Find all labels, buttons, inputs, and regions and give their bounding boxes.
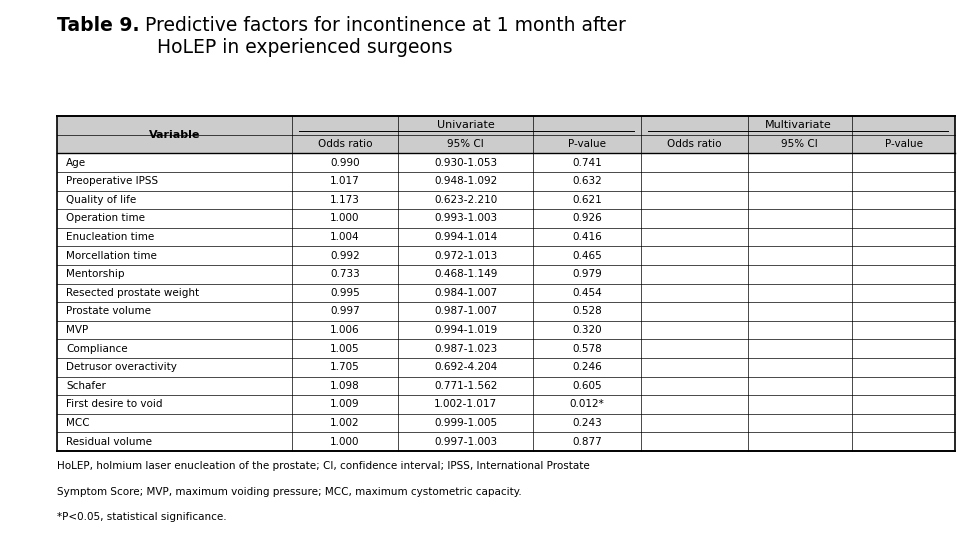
Text: 0.987-1.007: 0.987-1.007 [434, 306, 497, 316]
Text: Preoperative IPSS: Preoperative IPSS [66, 176, 158, 186]
Text: 0.243: 0.243 [572, 418, 602, 428]
Text: International Neurourology Journal 2016;20:59-68: International Neurourology Journal 2016;… [18, 152, 28, 388]
Text: 1.000: 1.000 [330, 437, 360, 447]
Text: 1.004: 1.004 [330, 232, 360, 242]
Text: Quality of life: Quality of life [66, 195, 136, 205]
Text: Univariate: Univariate [438, 120, 495, 130]
Text: First desire to void: First desire to void [66, 400, 162, 409]
Text: 0.623-2.210: 0.623-2.210 [434, 195, 497, 205]
Text: 0.771-1.562: 0.771-1.562 [434, 381, 497, 391]
Text: 0.992: 0.992 [330, 251, 360, 261]
Text: Detrusor overactivity: Detrusor overactivity [66, 362, 177, 372]
Text: Prostate volume: Prostate volume [66, 306, 151, 316]
Text: 0.930-1.053: 0.930-1.053 [434, 158, 497, 167]
Text: Resected prostate weight: Resected prostate weight [66, 288, 200, 298]
Text: 0.997-1.003: 0.997-1.003 [434, 437, 497, 447]
Bar [57, 134, 955, 153]
Text: MCC: MCC [66, 418, 90, 428]
Text: 0.468-1.149: 0.468-1.149 [434, 269, 497, 279]
Text: 0.877: 0.877 [572, 437, 602, 447]
Text: 1.173: 1.173 [330, 195, 360, 205]
Text: Age: Age [66, 158, 86, 167]
Text: 0.741: 0.741 [572, 158, 602, 167]
Text: 0.990: 0.990 [330, 158, 360, 167]
Text: Multivariate: Multivariate [765, 120, 831, 130]
Text: 1.009: 1.009 [330, 400, 360, 409]
Text: 0.578: 0.578 [572, 343, 602, 354]
Text: 0.733: 0.733 [330, 269, 360, 279]
Text: 0.692-4.204: 0.692-4.204 [434, 362, 497, 372]
Text: 1.006: 1.006 [330, 325, 360, 335]
Text: P-value: P-value [884, 139, 923, 149]
Text: 1.098: 1.098 [330, 381, 360, 391]
Text: 0.926: 0.926 [572, 213, 602, 224]
Text: Table 9.: Table 9. [57, 16, 139, 35]
Text: 0.993-1.003: 0.993-1.003 [434, 213, 497, 224]
Text: HoLEP, holmium laser enucleation of the prostate; CI, confidence interval; IPSS,: HoLEP, holmium laser enucleation of the … [57, 461, 589, 471]
Text: 0.632: 0.632 [572, 176, 602, 186]
Text: Schafer: Schafer [66, 381, 106, 391]
Text: 1.017: 1.017 [330, 176, 360, 186]
Text: 0.994-1.019: 0.994-1.019 [434, 325, 497, 335]
Text: 0.994-1.014: 0.994-1.014 [434, 232, 497, 242]
Text: 0.012*: 0.012* [569, 400, 605, 409]
Text: Odds ratio: Odds ratio [318, 139, 372, 149]
Text: 0.454: 0.454 [572, 288, 602, 298]
Text: *P<0.05, statistical significance.: *P<0.05, statistical significance. [57, 512, 227, 523]
Text: 0.999-1.005: 0.999-1.005 [434, 418, 497, 428]
Text: Residual volume: Residual volume [66, 437, 153, 447]
Text: 1.005: 1.005 [330, 343, 360, 354]
Bar [57, 116, 955, 134]
Text: 0.948-1.092: 0.948-1.092 [434, 176, 497, 186]
Text: MVP: MVP [66, 325, 88, 335]
Text: 95% CI: 95% CI [781, 139, 818, 149]
Text: Enucleation time: Enucleation time [66, 232, 155, 242]
Text: 0.246: 0.246 [572, 362, 602, 372]
Text: 0.997: 0.997 [330, 306, 360, 316]
Text: Mentorship: Mentorship [66, 269, 125, 279]
Text: 95% CI: 95% CI [447, 139, 484, 149]
Text: 0.995: 0.995 [330, 288, 360, 298]
Text: Predictive factors for incontinence at 1 month after
    HoLEP in experienced su: Predictive factors for incontinence at 1… [132, 16, 626, 57]
Text: Compliance: Compliance [66, 343, 128, 354]
Text: 0.416: 0.416 [572, 232, 602, 242]
Text: 1.002-1.017: 1.002-1.017 [434, 400, 497, 409]
Text: 1.705: 1.705 [330, 362, 360, 372]
Text: 0.984-1.007: 0.984-1.007 [434, 288, 497, 298]
Text: P-value: P-value [568, 139, 606, 149]
Text: 1.000: 1.000 [330, 213, 360, 224]
Text: 0.320: 0.320 [572, 325, 602, 335]
Text: 0.987-1.023: 0.987-1.023 [434, 343, 497, 354]
Text: Symptom Score; MVP, maximum voiding pressure; MCC, maximum cystometric capacity.: Symptom Score; MVP, maximum voiding pres… [57, 487, 522, 497]
Text: 0.979: 0.979 [572, 269, 602, 279]
Text: 0.465: 0.465 [572, 251, 602, 261]
Text: 0.528: 0.528 [572, 306, 602, 316]
Text: 0.621: 0.621 [572, 195, 602, 205]
Text: Variable: Variable [149, 130, 200, 140]
Text: Odds ratio: Odds ratio [667, 139, 722, 149]
Text: 1.002: 1.002 [330, 418, 360, 428]
Text: Operation time: Operation time [66, 213, 145, 224]
Text: 0.972-1.013: 0.972-1.013 [434, 251, 497, 261]
Text: Morcellation time: Morcellation time [66, 251, 157, 261]
Text: 0.605: 0.605 [572, 381, 602, 391]
